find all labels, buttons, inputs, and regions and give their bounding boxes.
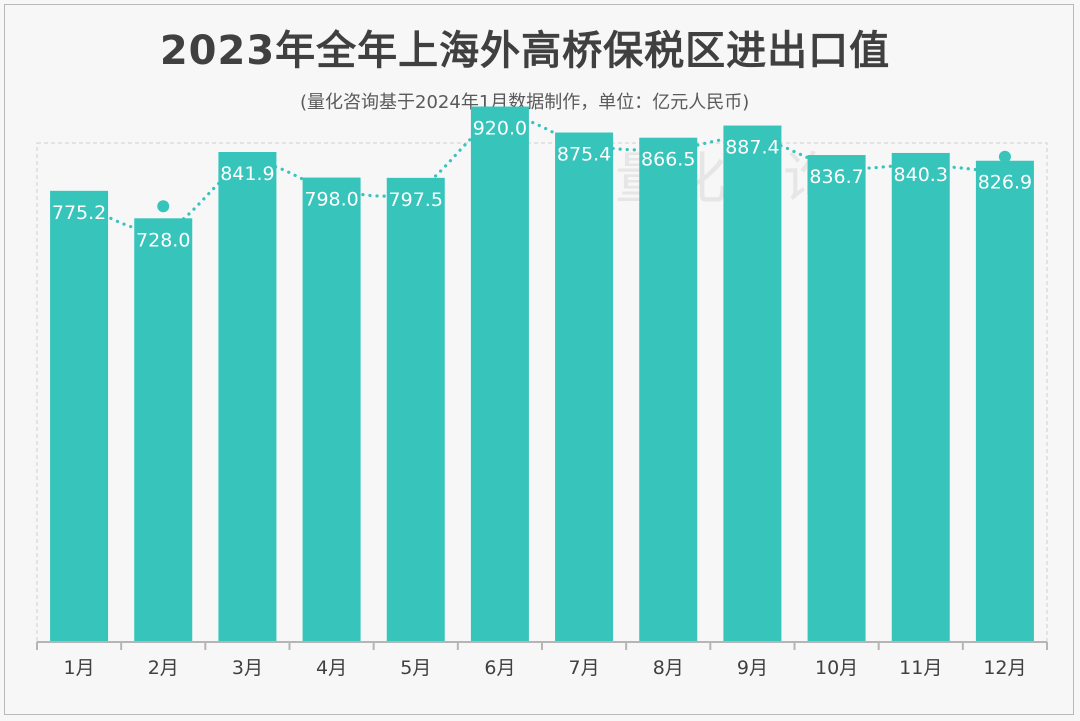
x-tick-label-8: 8月 [653, 657, 684, 679]
x-tick-label-6: 6月 [484, 657, 515, 679]
x-tick-label-10: 10月 [815, 657, 858, 679]
bar-4 [302, 177, 361, 642]
chart-title: 2023年全年上海外高桥保税区进出口值 [159, 28, 891, 74]
data-label-11: 840.3 [894, 164, 948, 186]
x-tick-label-7: 7月 [569, 657, 600, 679]
x-tick-label-11: 11月 [899, 657, 942, 679]
bar-12 [975, 160, 1034, 642]
x-tick-label-2: 2月 [148, 657, 179, 679]
data-label-3: 841.9 [220, 163, 274, 185]
bar-2 [134, 218, 193, 642]
plot-area-frame [36, 142, 1048, 643]
trend-point-end [998, 150, 1011, 163]
data-label-5: 797.5 [389, 189, 443, 211]
data-label-12: 826.9 [978, 172, 1032, 194]
x-tick-label-4: 4月 [316, 657, 347, 679]
bar-1 [50, 190, 109, 642]
trend-point-start [157, 200, 170, 213]
data-label-10: 836.7 [809, 166, 863, 188]
bar-5 [386, 177, 445, 643]
x-tick-label-9: 9月 [737, 657, 768, 679]
x-tick-label-12: 12月 [983, 657, 1026, 679]
data-label-9: 887.4 [725, 137, 779, 159]
data-label-2: 728.0 [136, 229, 190, 251]
bar-10 [807, 155, 866, 643]
bar-11 [891, 152, 950, 642]
data-label-7: 875.4 [557, 144, 611, 166]
x-tick-label-3: 3月 [232, 657, 263, 679]
trend-line [77, 115, 1007, 233]
data-label-1: 775.2 [52, 202, 106, 224]
chart-subtitle: (量化咨询基于2024年1月数据制作，单位：亿元人民币) [300, 92, 750, 113]
bar-3 [218, 152, 277, 642]
data-label-6: 920.0 [473, 118, 527, 140]
bar-6 [470, 106, 529, 642]
data-label-4: 798.0 [304, 189, 358, 211]
x-tick-label-5: 5月 [400, 657, 431, 679]
data-label-8: 866.5 [641, 149, 695, 171]
chart-frame [4, 4, 1074, 715]
bar-8 [639, 137, 698, 642]
bar-9 [723, 125, 782, 642]
x-tick-label-1: 1月 [64, 657, 95, 679]
bar-7 [555, 132, 614, 642]
